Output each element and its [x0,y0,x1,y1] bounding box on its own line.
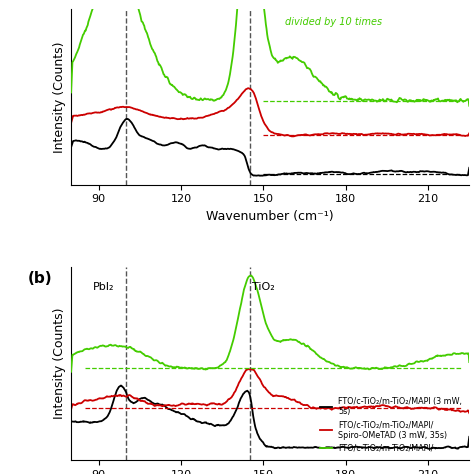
X-axis label: Wavenumber (cm⁻¹): Wavenumber (cm⁻¹) [206,210,334,223]
Text: TiO₂: TiO₂ [252,283,275,292]
Y-axis label: Intensity (Counts): Intensity (Counts) [53,308,65,419]
Legend: FTO/c-TiO₂/m-TiO₂/MAPI (3 mW,
5s), FTO/c-TiO₂/m-TiO₂/MAPI/
Spiro-OMeTAD (3 mW, 3: FTO/c-TiO₂/m-TiO₂/MAPI (3 mW, 5s), FTO/c… [316,393,465,456]
Y-axis label: Intensity (Counts): Intensity (Counts) [53,41,65,153]
Text: divided by 10 times: divided by 10 times [285,17,383,27]
Text: PbI₂: PbI₂ [93,283,115,292]
Text: (b): (b) [27,271,52,286]
